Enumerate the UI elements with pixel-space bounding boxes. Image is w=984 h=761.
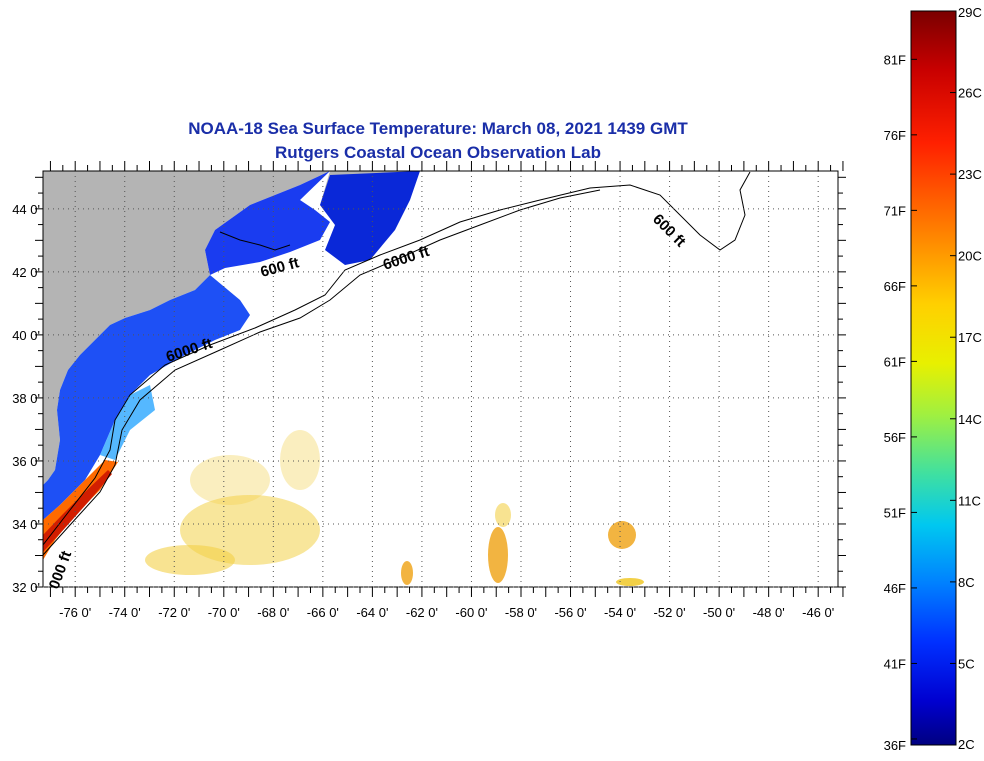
colorbar-labels: 29C 26C 23C 20C 17C 14C 11C 8C 5C 2C 81F 76F 71F 66F 6…: [884, 5, 982, 753]
colorbar-fahrenheit-label: 41F: [884, 656, 906, 671]
colorbar-celsius-label: 5C: [958, 656, 975, 671]
lon-tick-label: -48 0': [753, 605, 785, 620]
colorbar: [910, 10, 957, 746]
lat-tick-label: 40 0': [12, 328, 40, 343]
lat-tick-label: 36 0': [12, 454, 40, 469]
colorbar-celsius-label: 26C: [958, 86, 982, 101]
lat-tick-label: 34 0': [12, 517, 40, 532]
colorbar-celsius-label: 8C: [958, 575, 975, 590]
colorbar-celsius-label: 14C: [958, 412, 982, 427]
colorbar-celsius-label: 23C: [958, 167, 982, 182]
lon-tick-label: -52 0': [654, 605, 686, 620]
sst-gulf-stream-core: [43, 470, 112, 552]
colorbar-fahrenheit-label: 46F: [884, 581, 906, 596]
sst-warm-patches: [145, 430, 644, 586]
lat-tick-label: 42 0': [12, 265, 40, 280]
contour-6000ft: [43, 189, 601, 556]
sst-shelf-warm: [100, 385, 155, 460]
lon-tick-label: -58 0': [505, 605, 537, 620]
colorbar-fahrenheit-label: 56F: [884, 430, 906, 445]
colorbar-fahrenheit-label: 71F: [884, 203, 906, 218]
lon-tick-label: -64 0': [356, 605, 388, 620]
colorbar-fahrenheit-label: 51F: [884, 505, 906, 520]
colorbar-fahrenheit-label: 61F: [884, 354, 906, 369]
lon-tick-label: -72 0': [158, 605, 190, 620]
lat-tick-label: 32 0': [12, 580, 40, 595]
sst-shelf-mid: [43, 275, 250, 520]
map-frame: [42, 170, 839, 588]
lon-tick-label: -50 0': [703, 605, 735, 620]
lon-tick-label: -66 0': [307, 605, 339, 620]
map-plot-area: [43, 171, 838, 587]
map-ticks: -76 0' -74 0' -72 0' -70 0' -68 0' -66 0' -64 …: [12, 161, 846, 620]
contour-600ft: [43, 171, 751, 546]
sst-gulf-maine: [320, 171, 420, 265]
colorbar-celsius-label: 11C: [958, 493, 981, 508]
colorbar-fahrenheit-label: 81F: [884, 52, 906, 67]
lon-tick-label: -62 0': [406, 605, 438, 620]
colorbar-celsius-label: 2C: [958, 737, 975, 752]
depth-contours: [43, 171, 751, 556]
colorbar-celsius-label: 17C: [958, 330, 982, 345]
lon-tick-label: -70 0': [208, 605, 240, 620]
lon-tick-label: -74 0': [109, 605, 141, 620]
sst-coastal-cold: [205, 171, 330, 275]
lon-tick-label: -68 0': [257, 605, 289, 620]
colorbar-fahrenheit-label: 66F: [884, 279, 906, 294]
land-mass: [43, 171, 330, 485]
lon-tick-label: -76 0': [59, 605, 91, 620]
lat-tick-label: 44 0': [12, 202, 40, 217]
colorbar-fahrenheit-label: 36F: [884, 738, 906, 753]
colorbar-celsius-label: 20C: [958, 249, 982, 264]
colorbar-celsius-label: 29C: [958, 5, 982, 20]
lat-tick-label: 38 0': [12, 391, 40, 406]
contour-coast-small: [219, 231, 291, 251]
colorbar-fahrenheit-label: 76F: [884, 128, 906, 143]
lon-tick-label: -46 0': [802, 605, 834, 620]
lon-tick-label: -56 0': [554, 605, 586, 620]
lon-tick-label: -60 0': [455, 605, 487, 620]
map-title-line2: Rutgers Coastal Ocean Observation Lab: [275, 143, 601, 162]
lon-tick-label: -54 0': [604, 605, 636, 620]
map-title-line1: NOAA-18 Sea Surface Temperature: March 0…: [188, 119, 688, 138]
